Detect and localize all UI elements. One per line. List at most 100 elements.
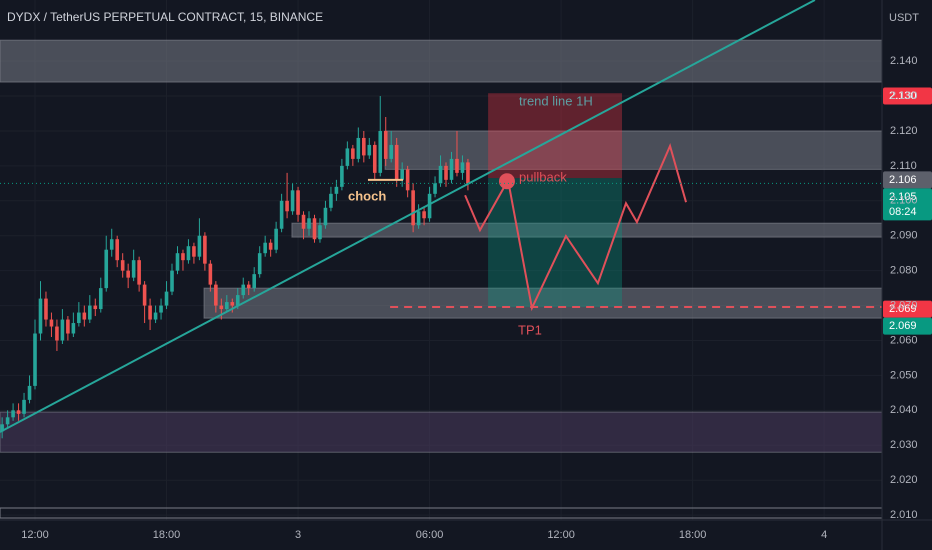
candle-body [351,148,355,159]
candle-body [109,239,114,250]
price-tag [883,87,932,105]
candle-body [334,186,339,194]
price-tag [883,317,932,335]
y-tick-label: 2.040 [890,404,918,416]
candle-body [71,323,76,334]
candle-body [466,162,470,184]
candle-body [60,319,65,341]
x-tick-label: 4 [821,529,827,541]
candle-body [11,410,15,418]
projection-path [464,143,687,312]
candle-body [411,190,415,226]
y-tick-label: 2.140 [890,55,918,67]
target-zone [488,178,623,307]
y-tick-label: 2.010 [890,509,918,521]
x-tick-label: 3 [295,529,301,541]
candle-body [290,190,295,212]
price-tag [883,188,932,221]
candle-body [197,235,202,257]
zone [0,411,883,453]
zone [0,39,883,83]
candle-body [318,225,322,240]
y-tick-label: 2.030 [890,439,918,451]
candle-body [44,298,48,320]
candle-body [241,284,246,296]
candle-body [438,165,443,184]
price-tag [883,300,932,318]
candle-body [175,253,180,271]
candle-body [153,312,158,320]
annotation: choch [348,188,386,203]
candle-body [115,239,120,261]
candle-body [120,260,125,271]
candle-body [268,242,273,250]
candle-body [131,260,136,278]
annotation: pullback [519,169,567,184]
candle-body [181,253,185,261]
candle-body [422,211,426,219]
candle-body [252,274,257,289]
candle-body [214,284,218,306]
candle-body [274,228,278,250]
y-tick-label: 2.060 [890,334,918,346]
candle-body [137,260,141,285]
axis-unit: USDT [889,12,919,24]
zone [384,130,883,170]
annotation: trend line 1H [519,93,593,108]
candle-body [82,312,87,320]
pullback-point [498,173,515,190]
candle-body [460,162,465,173]
candle-body [378,130,383,173]
candle-body [400,169,404,180]
candle-body [416,211,421,226]
candle-body [449,158,454,180]
candle-body [142,284,147,306]
annotation: TP1 [518,322,542,337]
price-tag-label: 2.069 [889,303,917,315]
candle-body [307,218,311,229]
x-tick-label: 18:00 [679,529,707,541]
candle-body [33,333,37,386]
y-tick-label: 2.100 [890,195,918,207]
price-tag-sublabel: 08:24 [889,206,917,218]
candle-body [340,165,344,187]
price-tag-label: 2.105 [889,191,917,203]
candle-body [394,144,399,180]
candle-body [22,399,26,414]
x-tick-label: 12:00 [547,529,575,541]
y-tick-label: 2.110 [890,160,917,172]
candle-body [126,270,130,278]
candle-body [164,291,169,306]
candle-body [203,235,207,264]
x-tick-label: 18:00 [153,529,181,541]
candle-body [55,326,59,341]
candle-body [389,144,394,159]
candle-body [345,148,350,166]
candle-body [356,137,361,159]
candle-body [93,305,98,310]
candle-body [49,319,54,327]
y-tick-label: 2.130 [890,90,918,102]
y-tick-label: 2.120 [890,125,918,137]
candle-body [230,302,235,306]
candle-body [329,193,333,208]
y-tick-label: 2.070 [890,299,918,311]
candle-body [362,137,366,156]
candle-body [285,200,289,212]
candle-body [170,270,174,292]
candle-body [323,207,328,226]
candle-body [279,200,284,229]
candle-body [246,284,251,289]
candle-body [16,410,21,414]
candle-body [98,288,103,310]
candle-body [208,263,213,285]
candle-body [66,319,70,334]
candle-body [263,242,267,254]
price-tag [883,171,932,189]
y-tick-label: 2.020 [890,474,918,486]
candle-body [372,144,377,173]
candle-body [427,193,432,219]
